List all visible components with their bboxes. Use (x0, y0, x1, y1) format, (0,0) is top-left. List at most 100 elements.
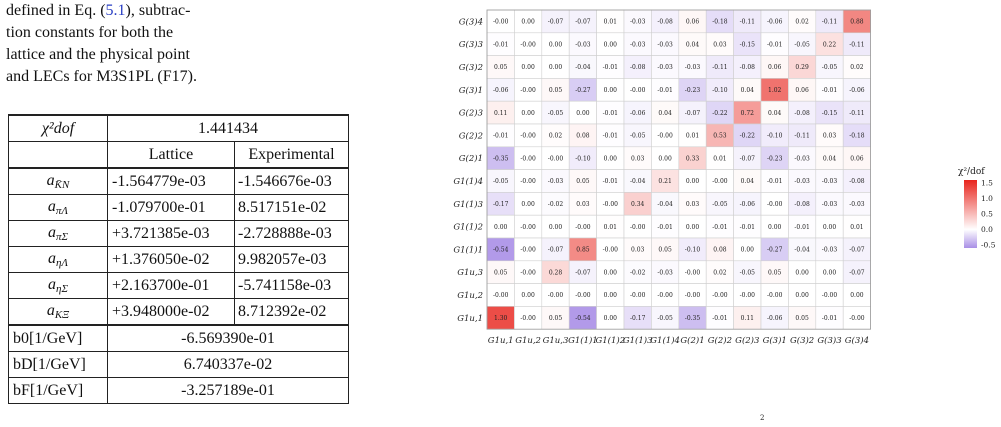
cell-value-label: -0.00 (520, 269, 536, 276)
cell-value-label: -0.00 (657, 133, 673, 140)
cell-value-label: -0.03 (630, 19, 646, 26)
lec-row: bD[1/GeV] 6.740337e-02 (8, 351, 349, 378)
y-tick-label: G1u,2 (457, 291, 483, 301)
cell-value-label: 0.08 (713, 247, 727, 254)
column-header-row: Lattice Experimental (8, 141, 349, 169)
cell-value-label: 0.04 (686, 41, 700, 48)
cell-value-label: -0.00 (520, 315, 536, 322)
cell-value-label: 0.04 (741, 178, 755, 185)
cell-value-label: -0.54 (493, 247, 509, 254)
cell-value-label: -0.11 (822, 19, 837, 26)
cell-value-label: -0.01 (493, 41, 508, 48)
lattice-value: -1.564779e-03 (107, 167, 235, 195)
cell-value-label: -0.01 (822, 87, 837, 94)
cell-value-label: 0.00 (549, 64, 563, 71)
colorbar-tick-label: 1.5 (981, 179, 993, 188)
cell-value-label: -0.01 (712, 224, 727, 231)
cell-value-label: 0.06 (795, 87, 809, 94)
cell-value-label: -0.03 (657, 41, 673, 48)
cell-value-label: -0.18 (712, 19, 728, 26)
cell-value-label: 0.08 (576, 133, 590, 140)
bottom-caption-fragment: 2 (760, 414, 764, 422)
cell-value-label: 0.03 (576, 201, 590, 208)
cell-value-label: -0.00 (520, 87, 536, 94)
cell-value-label: 0.06 (850, 155, 864, 162)
cell-value-label: 0.00 (604, 155, 618, 162)
lattice-value: +2.163700e-01 (107, 272, 235, 299)
cell-value-label: 0.04 (768, 110, 782, 117)
cell-value-label: -0.08 (849, 178, 865, 185)
x-tick-label: G1u,3 (543, 336, 569, 346)
cell-value-label: -0.01 (740, 224, 755, 231)
cell-value-label: -0.06 (849, 87, 865, 94)
cell-value-label: -0.00 (548, 292, 564, 299)
lattice-value: +1.376050e-02 (107, 246, 235, 273)
cell-value-label: -0.07 (740, 155, 756, 162)
cell-value-label: -0.03 (794, 178, 810, 185)
cell-value-label: 0.04 (658, 110, 672, 117)
cell-value-label: 0.01 (604, 19, 617, 26)
cell-value-label: -0.01 (767, 178, 782, 185)
y-tick-label: G(2)3 (459, 108, 483, 119)
cell-value-label: -0.00 (849, 315, 865, 322)
cell-value-label: -0.03 (548, 178, 564, 185)
cell-value-label: 0.03 (631, 247, 645, 254)
cell-value-label: -0.10 (712, 87, 728, 94)
col-lattice-header: Lattice (107, 141, 235, 169)
x-tick-label: G1(1)4 (650, 335, 680, 346)
colorbar-tick-label: 0.5 (981, 210, 993, 219)
experimental-value: -5.741158e-03 (234, 272, 349, 299)
colorbar-title: χ²/dof (958, 167, 985, 177)
cell-value-label: -0.00 (520, 247, 536, 254)
row-symbol: aπΣ (8, 220, 108, 247)
x-tick-label: G1(1)3 (623, 335, 653, 346)
cell-value-label: 0.01 (686, 133, 699, 140)
cell-value-label: 0.02 (549, 133, 563, 140)
lec-rows: b0[1/GeV] -6.569390e-01 bD[1/GeV] 6.740337e… (8, 324, 349, 404)
cell-value-label: 1.02 (768, 87, 782, 94)
cell-value-label: -0.11 (740, 19, 755, 26)
cell-value-label: -0.11 (849, 41, 864, 48)
x-tick-label: G(3)1 (763, 335, 787, 346)
cell-value-label: -0.00 (767, 292, 783, 299)
x-tick-label: G1(1)2 (595, 335, 625, 346)
cell-value-label: -0.27 (767, 247, 783, 254)
cell-value-label: 0.53 (713, 133, 727, 140)
cell-value-label: 0.02 (850, 64, 864, 71)
cell-value-label: -0.01 (657, 224, 672, 231)
cell-value-label: -0.11 (794, 133, 809, 140)
cell-value-label: 0.05 (549, 315, 563, 322)
scattering-row: aπΛ -1.079700e-01 8.517151e-02 (8, 194, 349, 221)
cell-value-label: -0.00 (630, 224, 646, 231)
cell-value-label: -0.07 (685, 110, 701, 117)
cell-value-label: 0.02 (713, 269, 727, 276)
cell-value-label: 0.00 (521, 64, 535, 71)
cell-value-label: 0.00 (850, 292, 864, 299)
experimental-value: 9.982057e-03 (234, 246, 349, 273)
cell-value-label: 0.00 (494, 224, 508, 231)
cell-value-label: 0.00 (576, 110, 590, 117)
cell-value-label: 0.00 (823, 224, 837, 231)
lec-value: 6.740337e-02 (107, 351, 349, 378)
cell-value-label: -0.11 (849, 110, 864, 117)
cell-value-label: -0.05 (822, 64, 838, 71)
cell-value-label: -0.04 (657, 201, 673, 208)
lec-label: bF[1/GeV] (8, 377, 108, 404)
equation-ref-link[interactable]: 5.1 (105, 2, 126, 19)
cell-value-label: -0.03 (685, 64, 701, 71)
cell-value-label: -0.04 (630, 178, 646, 185)
cell-value-label: 0.00 (604, 292, 618, 299)
lattice-value: +3.948000e-02 (107, 298, 235, 326)
cell-value-label: -0.02 (630, 269, 646, 276)
y-tick-label: G(2)2 (459, 130, 483, 141)
cell-value-label: -0.00 (520, 224, 536, 231)
cell-value-label: -0.00 (520, 41, 536, 48)
y-tick-label: G1(1)1 (453, 244, 483, 255)
cell-value-label: 0.05 (768, 269, 782, 276)
x-tick-label: G1(1)1 (568, 335, 598, 346)
cell-value-label: 0.00 (604, 87, 618, 94)
cell-value-label: -0.03 (822, 247, 838, 254)
cell-value-label: -0.03 (822, 178, 838, 185)
cell-value-label: -0.06 (630, 110, 646, 117)
cell-value-label: 0.05 (494, 269, 508, 276)
